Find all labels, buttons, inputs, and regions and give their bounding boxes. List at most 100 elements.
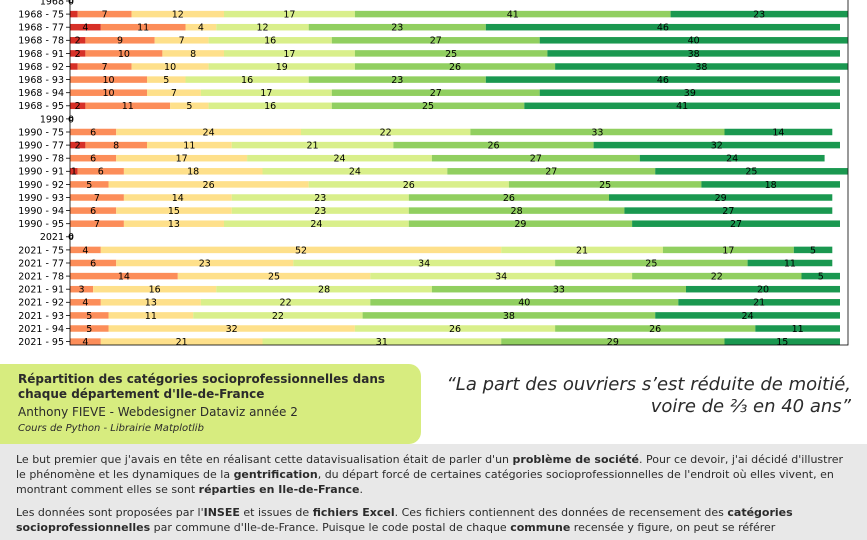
segment-value-label: 10 bbox=[102, 88, 114, 99]
segment-value-label: 14 bbox=[172, 193, 184, 204]
segment-value-label: 33 bbox=[553, 285, 565, 296]
y-tick-label-2021-92: 2021 - 92 bbox=[18, 298, 64, 309]
segment-value-label: 25 bbox=[645, 258, 657, 269]
bar-segment-1968-95-3 bbox=[208, 102, 332, 110]
bar-segment-1968-95-5 bbox=[524, 102, 840, 110]
segment-value-label: 27 bbox=[730, 219, 742, 230]
bar-segment-2021-92-1 bbox=[70, 299, 101, 306]
segment-value-label: 5 bbox=[86, 180, 92, 191]
bar-segment-2021-75-4 bbox=[662, 246, 794, 254]
segment-value-label: 7 bbox=[179, 36, 185, 47]
p2-run: fichiers Excel bbox=[312, 506, 395, 519]
bar-segment-1968-95-0 bbox=[70, 102, 86, 110]
bar-segment-2021-78-2 bbox=[177, 272, 371, 280]
segment-value-label: 15 bbox=[776, 337, 788, 348]
segment-value-label: 22 bbox=[380, 127, 392, 138]
bar-segment-1968-78-1 bbox=[85, 37, 155, 44]
segment-value-label: 4 bbox=[82, 298, 88, 309]
bar-segment-1990-91-3 bbox=[262, 168, 448, 175]
segment-value-label: 25 bbox=[599, 180, 611, 191]
y-tick-label-2021-91: 2021 - 91 bbox=[18, 285, 64, 296]
bar-segment-1968-92-5 bbox=[555, 63, 848, 70]
description-panel: Le but premier que j'avais en tête en ré… bbox=[0, 444, 867, 540]
segment-value-label: 9 bbox=[117, 36, 123, 47]
segment-value-label: 22 bbox=[272, 311, 284, 322]
y-tick-label-1968-78: 1968 - 78 bbox=[18, 36, 64, 47]
bar-segment-1968-93-2 bbox=[147, 76, 186, 83]
bar-segment-2021-95-3 bbox=[262, 338, 502, 345]
bar-segment-1968-93-3 bbox=[185, 76, 309, 83]
segment-value-label: 32 bbox=[226, 324, 238, 335]
segment-value-label: 11 bbox=[137, 23, 149, 34]
segment-value-label: 16 bbox=[264, 36, 276, 47]
segment-labels-group: 07 12 17 41 234 11 4 12 23 462 9 7 16 27 402 10 8 17 25 387… bbox=[68, 0, 824, 348]
bar-segment-1990-95-2 bbox=[123, 220, 224, 227]
segment-value-label: 22 bbox=[280, 298, 292, 309]
y-tick-label-1990-75: 1990 - 75 bbox=[18, 127, 64, 138]
bar-segment-2021-77-4 bbox=[555, 259, 748, 267]
bar-segment-1968-91-4 bbox=[354, 50, 548, 57]
bar-segment-2021-94-2 bbox=[108, 325, 355, 332]
segment-value-label: 18 bbox=[187, 167, 199, 178]
segment-value-label: 11 bbox=[122, 101, 134, 112]
bars-group bbox=[69, 0, 848, 345]
bar-segment-1990-94-5 bbox=[624, 207, 833, 214]
bar-segment-1968-75-1 bbox=[77, 10, 132, 18]
bar-segment-2021-93-2 bbox=[108, 312, 194, 319]
segment-value-label: 29 bbox=[607, 337, 619, 348]
bar-segment-1990-78-4 bbox=[431, 154, 640, 162]
segment-value-label: 17 bbox=[283, 49, 295, 60]
bar-segment-1968-78-2 bbox=[154, 37, 209, 44]
bar-segment-1990-78-3 bbox=[247, 154, 432, 162]
segment-value-label: 26 bbox=[203, 180, 215, 191]
bar-segment-2021-77-3 bbox=[293, 259, 556, 267]
bar-segment-2021-94-3 bbox=[354, 325, 556, 332]
bar-segment-1990-93-1 bbox=[70, 194, 124, 201]
bar-segment-2021-91-2 bbox=[93, 285, 217, 293]
y-tick-label-1990-77: 1990 - 77 bbox=[18, 141, 64, 152]
segment-value-label: 29 bbox=[715, 193, 727, 204]
segment-value-label: 7 bbox=[102, 62, 108, 73]
bar-segment-1968-75-0 bbox=[70, 10, 78, 18]
segment-value-label: 6 bbox=[90, 206, 96, 217]
segment-value-label: 27 bbox=[545, 167, 557, 178]
bar-segment-2021-91-1 bbox=[70, 285, 94, 293]
description-paragraph-1: Le but premier que j'avais en tête en ré… bbox=[16, 452, 851, 497]
title-card: Répartition des catégories socioprofessi… bbox=[0, 364, 421, 444]
bar-segment-1990-95-3 bbox=[224, 220, 409, 227]
bar-segment-1990-77-5 bbox=[593, 141, 840, 149]
segment-value-label: 25 bbox=[745, 167, 757, 178]
segment-value-label: 52 bbox=[295, 245, 307, 256]
bar-segment-1968-93-5 bbox=[485, 76, 840, 83]
segment-value-label: 13 bbox=[168, 219, 180, 230]
segment-value-label: 7 bbox=[102, 10, 108, 21]
bar-segment-1990-78-2 bbox=[116, 154, 248, 162]
bar-segment-1968-93-1 bbox=[70, 76, 147, 83]
segment-value-label: 1 bbox=[71, 167, 77, 178]
segment-value-label: 26 bbox=[487, 141, 499, 152]
bar-segment-1990-94-1 bbox=[70, 207, 117, 214]
bar-segment-1968-91-5 bbox=[547, 50, 840, 57]
segment-value-label: 8 bbox=[190, 49, 196, 60]
bar-segment-1990-75-4 bbox=[470, 128, 725, 136]
p1-run: gentrification bbox=[233, 468, 318, 481]
bar-segment-2021-92-3 bbox=[200, 299, 371, 306]
bar-segment-2021-75-1 bbox=[70, 246, 101, 254]
segment-value-label: 4 bbox=[82, 337, 88, 348]
bar-segment-1968-78-4 bbox=[331, 37, 540, 44]
segment-value-label: 5 bbox=[810, 245, 816, 256]
bar-segment-2021-94-1 bbox=[70, 325, 109, 332]
bar-segment-2021-91-5 bbox=[686, 285, 840, 293]
bar-segment-1990-75-2 bbox=[116, 128, 301, 136]
segment-value-label: 23 bbox=[314, 193, 326, 204]
segment-value-label: 23 bbox=[391, 23, 403, 34]
bar-segment-1990-95-5 bbox=[632, 220, 840, 227]
segment-value-label: 25 bbox=[268, 272, 280, 283]
bar-segment-1968-78-0 bbox=[70, 37, 86, 44]
segment-value-label: 12 bbox=[172, 10, 184, 21]
y-tick-label-1968-92: 1968 - 92 bbox=[18, 62, 64, 73]
y-tick-label-1990-78: 1990 - 78 bbox=[18, 154, 64, 165]
segment-value-label: 24 bbox=[203, 127, 215, 138]
segment-value-label: 4 bbox=[82, 23, 88, 34]
bar-segment-1968-75-2 bbox=[131, 10, 224, 18]
